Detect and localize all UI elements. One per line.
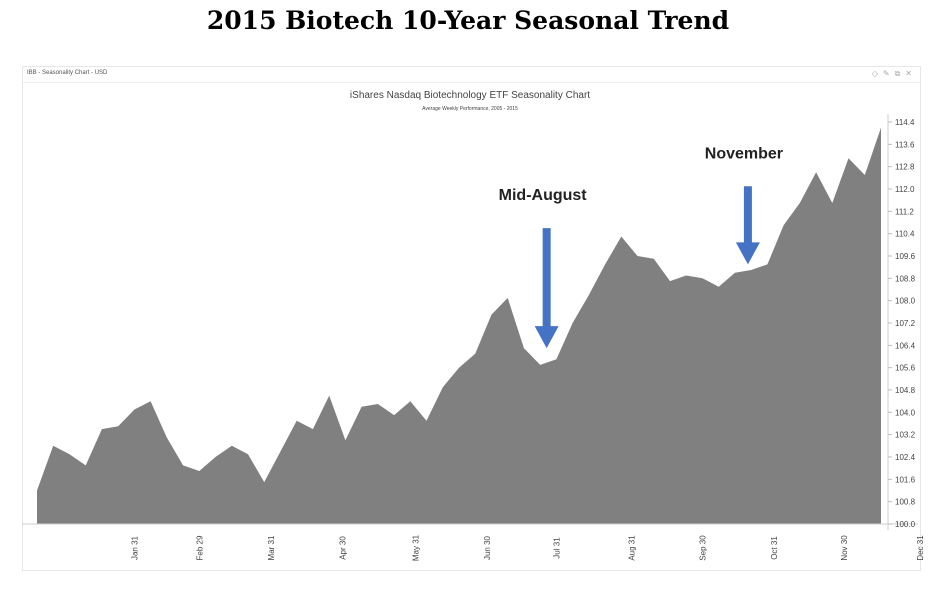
restore-icon[interactable]: ⧉	[894, 69, 901, 78]
y-tick-label: 105.6	[895, 364, 916, 373]
chart-subtitle: Average Weekly Performance, 2005 - 2015	[422, 106, 518, 112]
x-tick-label: Nov 30	[840, 535, 849, 561]
y-tick-label: 106.4	[895, 341, 916, 350]
x-tick-label: Feb 29	[196, 535, 205, 560]
y-tick-label: 108.0	[895, 297, 916, 306]
x-tick-label: Jan 31	[131, 535, 140, 560]
x-tick-label: Oct 31	[770, 536, 779, 560]
y-tick-label: 100.0	[895, 520, 916, 529]
diamond-icon[interactable]: ◇	[871, 69, 878, 78]
y-tick-label: 103.2	[895, 431, 916, 440]
y-tick-label: 114.4	[895, 118, 915, 127]
y-tick-label: 108.8	[895, 274, 916, 283]
annotation-arrow-head	[735, 242, 760, 265]
y-tick-label: 109.6	[895, 252, 916, 261]
series-area	[37, 127, 881, 524]
chart-window-header: IBB - Seasonality Chart - USD ◇ ✎ ⧉ ✕	[23, 67, 920, 83]
y-tick-label: 104.0	[895, 408, 916, 417]
y-axis: 100.0 100.8 101.6 102.4 103.2 104.0 104.8 105.6…	[888, 118, 916, 529]
window-controls: ◇ ✎ ⧉ ✕	[872, 68, 912, 80]
x-axis: Jan 31 Feb 29 Mar 31 Apr 30 May 31 Jun 30 Jul …	[131, 534, 926, 561]
plot-area	[22, 114, 918, 530]
y-tick-label: 102.4	[895, 453, 916, 462]
x-tick-label: Dec 31	[916, 535, 925, 561]
x-tick-label: Mar 31	[267, 535, 276, 560]
x-tick-label: May 31	[411, 534, 420, 561]
y-tick-label: 111.2	[895, 207, 914, 216]
y-tick-label: 112.0	[895, 185, 915, 194]
y-tick-label: 100.8	[895, 498, 916, 507]
y-tick-label: 104.8	[895, 386, 916, 395]
y-tick-label: 110.4	[895, 230, 915, 239]
annotations: Mid-August November	[499, 145, 783, 349]
y-tick-label: 113.6	[895, 140, 915, 149]
x-tick-label: Jun 30	[483, 535, 492, 560]
page-title: 2015 Biotech 10-Year Seasonal Trend	[206, 6, 730, 35]
y-tick-label: 112.8	[895, 163, 915, 172]
x-tick-label: Sep 30	[699, 535, 708, 561]
pencil-icon[interactable]: ✎	[882, 69, 890, 78]
x-tick-label: Jul 31	[553, 537, 562, 559]
chart-title: iShares Nasdaq Biotechnology ETF Seasona…	[350, 90, 590, 101]
close-icon[interactable]: ✕	[905, 69, 912, 78]
annotation-label: Mid-August	[499, 187, 588, 204]
annotation-arrow-head	[534, 326, 559, 349]
window-label: IBB - Seasonality Chart - USD	[27, 70, 108, 76]
annotation-label: November	[705, 145, 783, 162]
y-tick-label: 101.6	[895, 475, 916, 484]
x-tick-label: Aug 31	[627, 535, 636, 561]
x-tick-label: Apr 30	[338, 536, 347, 560]
y-tick-label: 107.2	[895, 319, 916, 328]
